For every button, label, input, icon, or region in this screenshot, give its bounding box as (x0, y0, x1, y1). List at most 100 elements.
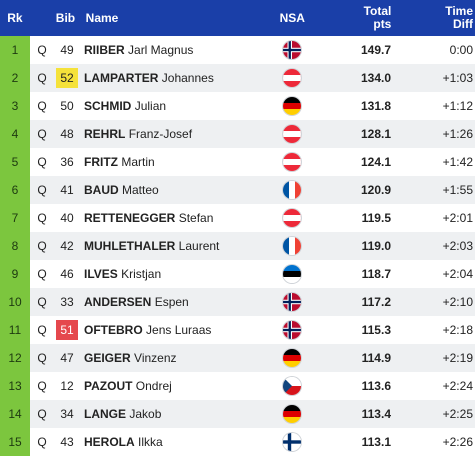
nsa-cell (262, 377, 321, 395)
nsa-cell (262, 433, 321, 451)
rank-cell: 1 (0, 36, 30, 64)
athlete-name[interactable]: REHRL Franz-Josef (84, 127, 262, 141)
bib-number: 40 (60, 211, 74, 225)
rank-cell: 3 (0, 92, 30, 120)
nsa-cell (262, 181, 321, 199)
norway-flag-icon (282, 293, 301, 311)
athlete-name[interactable]: FRITZ Martin (84, 155, 262, 169)
table-row[interactable]: 13 Q 12 PAZOUT Ondrej 113.6 +2:24 (0, 372, 475, 400)
table-row[interactable]: 12 Q 47 GEIGER Vinzenz 114.9 +2:19 (0, 344, 475, 372)
header-total-pts-line1: Total (363, 4, 392, 18)
athlete-given-name: Espen (154, 295, 189, 309)
qualified-mark: Q (37, 239, 47, 253)
athlete-name[interactable]: ANDERSEN Espen (84, 295, 262, 309)
athlete-name[interactable]: PAZOUT Ondrej (84, 379, 262, 393)
header-rank[interactable]: Rk (7, 11, 23, 25)
athlete-name[interactable]: RIIBER Jarl Magnus (84, 43, 262, 57)
header-time-diff[interactable]: Time Diff (391, 0, 475, 36)
nsa-cell (262, 97, 321, 115)
rank-cell: 10 (0, 288, 30, 316)
bib-number: 52 (56, 68, 78, 88)
time-diff: 0:00 (449, 43, 473, 57)
athlete-given-name: Ilkka (138, 435, 163, 449)
germany-flag-icon (282, 405, 301, 423)
table-row[interactable]: 7 Q 40 RETTENEGGER Stefan 119.5 +2:01 (0, 204, 475, 232)
rank-cell: 12 (0, 344, 30, 372)
table-row[interactable]: 11 Q 51 OFTEBRO Jens Luraas 115.3 +2:18 (0, 316, 475, 344)
athlete-name[interactable]: GEIGER Vinzenz (84, 351, 262, 365)
time-diff: +2:25 (442, 407, 473, 421)
bib-number: 51 (56, 320, 78, 340)
athlete-surname: MUHLETHALER (84, 239, 176, 253)
czechia-flag-icon (282, 377, 301, 395)
qualified-mark: Q (37, 211, 47, 225)
athlete-given-name: Ondrej (135, 379, 172, 393)
table-row[interactable]: 8 Q 42 MUHLETHALER Laurent 119.0 +2:03 (0, 232, 475, 260)
athlete-name[interactable]: SCHMID Julian (84, 99, 262, 113)
athlete-surname: GEIGER (84, 351, 131, 365)
qualified-mark: Q (37, 407, 47, 421)
rank-cell: 13 (0, 372, 30, 400)
table-row[interactable]: 1 Q 49 RIIBER Jarl Magnus 149.7 0:00 (0, 36, 475, 64)
athlete-given-name: Vinzenz (134, 351, 177, 365)
table-row[interactable]: 5 Q 36 FRITZ Martin 124.1 +1:42 (0, 148, 475, 176)
table-row[interactable]: 14 Q 34 LANGE Jakob 113.4 +2:25 (0, 400, 475, 428)
header-total-pts-line2: pts (373, 17, 392, 31)
austria-flag-icon (282, 153, 301, 171)
table-row[interactable]: 2 Q 52 LAMPARTER Johannes 134.0 +1:03 (0, 64, 475, 92)
time-diff: +2:19 (442, 351, 473, 365)
total-points: 117.2 (361, 295, 391, 309)
athlete-name[interactable]: BAUD Matteo (84, 183, 262, 197)
athlete-name[interactable]: LAMPARTER Johannes (84, 71, 262, 85)
header-time-diff-line2: Diff (453, 17, 474, 31)
athlete-surname: PAZOUT (84, 379, 133, 393)
athlete-name[interactable]: RETTENEGGER Stefan (84, 211, 262, 225)
athlete-name[interactable]: MUHLETHALER Laurent (84, 239, 262, 253)
bib-number: 43 (60, 435, 74, 449)
table-body: 1 Q 49 RIIBER Jarl Magnus 149.7 0:00 2 Q 52 LAMPA… (0, 36, 475, 456)
athlete-name[interactable]: OFTEBRO Jens Luraas (84, 323, 262, 337)
total-points: 115.3 (361, 323, 391, 337)
nsa-cell (262, 153, 321, 171)
athlete-given-name: Laurent (178, 239, 220, 253)
athlete-surname: LANGE (84, 407, 126, 421)
bib-number: 12 (60, 379, 74, 393)
table-row[interactable]: 10 Q 33 ANDERSEN Espen 117.2 +2:10 (0, 288, 475, 316)
germany-flag-icon (282, 349, 301, 367)
header-bib[interactable]: Bib (55, 11, 76, 25)
athlete-name[interactable]: HEROLA Ilkka (84, 435, 262, 449)
table-row[interactable]: 9 Q 46 ILVES Kristjan 118.7 +2:04 (0, 260, 475, 288)
time-diff: +1:42 (442, 155, 473, 169)
estonia-flag-icon (282, 265, 301, 283)
total-points: 113.6 (361, 379, 391, 393)
time-diff: +2:18 (442, 323, 473, 337)
nsa-cell (262, 405, 321, 423)
table-row[interactable]: 6 Q 41 BAUD Matteo 120.9 +1:55 (0, 176, 475, 204)
table-header: Rk Bib Name NSA Total pts Time Diff (0, 0, 475, 36)
austria-flag-icon (282, 209, 301, 227)
header-time-diff-line1: Time (445, 4, 474, 18)
time-diff: +2:10 (442, 295, 473, 309)
table-row[interactable]: 3 Q 50 SCHMID Julian 131.8 +1:12 (0, 92, 475, 120)
athlete-name[interactable]: ILVES Kristjan (84, 267, 262, 281)
athlete-surname: ILVES (84, 267, 118, 281)
table-row[interactable]: 4 Q 48 REHRL Franz-Josef 128.1 +1:26 (0, 120, 475, 148)
athlete-surname: RETTENEGGER (84, 211, 176, 225)
header-name[interactable]: Name (85, 11, 119, 25)
athlete-name[interactable]: LANGE Jakob (84, 407, 262, 421)
time-diff: +1:12 (442, 99, 473, 113)
norway-flag-icon (282, 41, 301, 59)
rank-cell: 7 (0, 204, 30, 232)
time-diff: +2:03 (442, 239, 473, 253)
total-points: 128.1 (360, 127, 391, 141)
bib-number: 50 (60, 99, 74, 113)
table-row[interactable]: 15 Q 43 HEROLA Ilkka 113.1 +2:26 (0, 428, 475, 456)
athlete-surname: BAUD (84, 183, 119, 197)
header-total-pts[interactable]: Total pts (322, 0, 392, 36)
header-nsa[interactable]: NSA (279, 11, 305, 25)
total-points: 134.0 (360, 71, 391, 85)
qualified-mark: Q (37, 379, 47, 393)
bib-number: 36 (60, 155, 74, 169)
qualified-mark: Q (37, 351, 47, 365)
athlete-surname: LAMPARTER (84, 71, 159, 85)
